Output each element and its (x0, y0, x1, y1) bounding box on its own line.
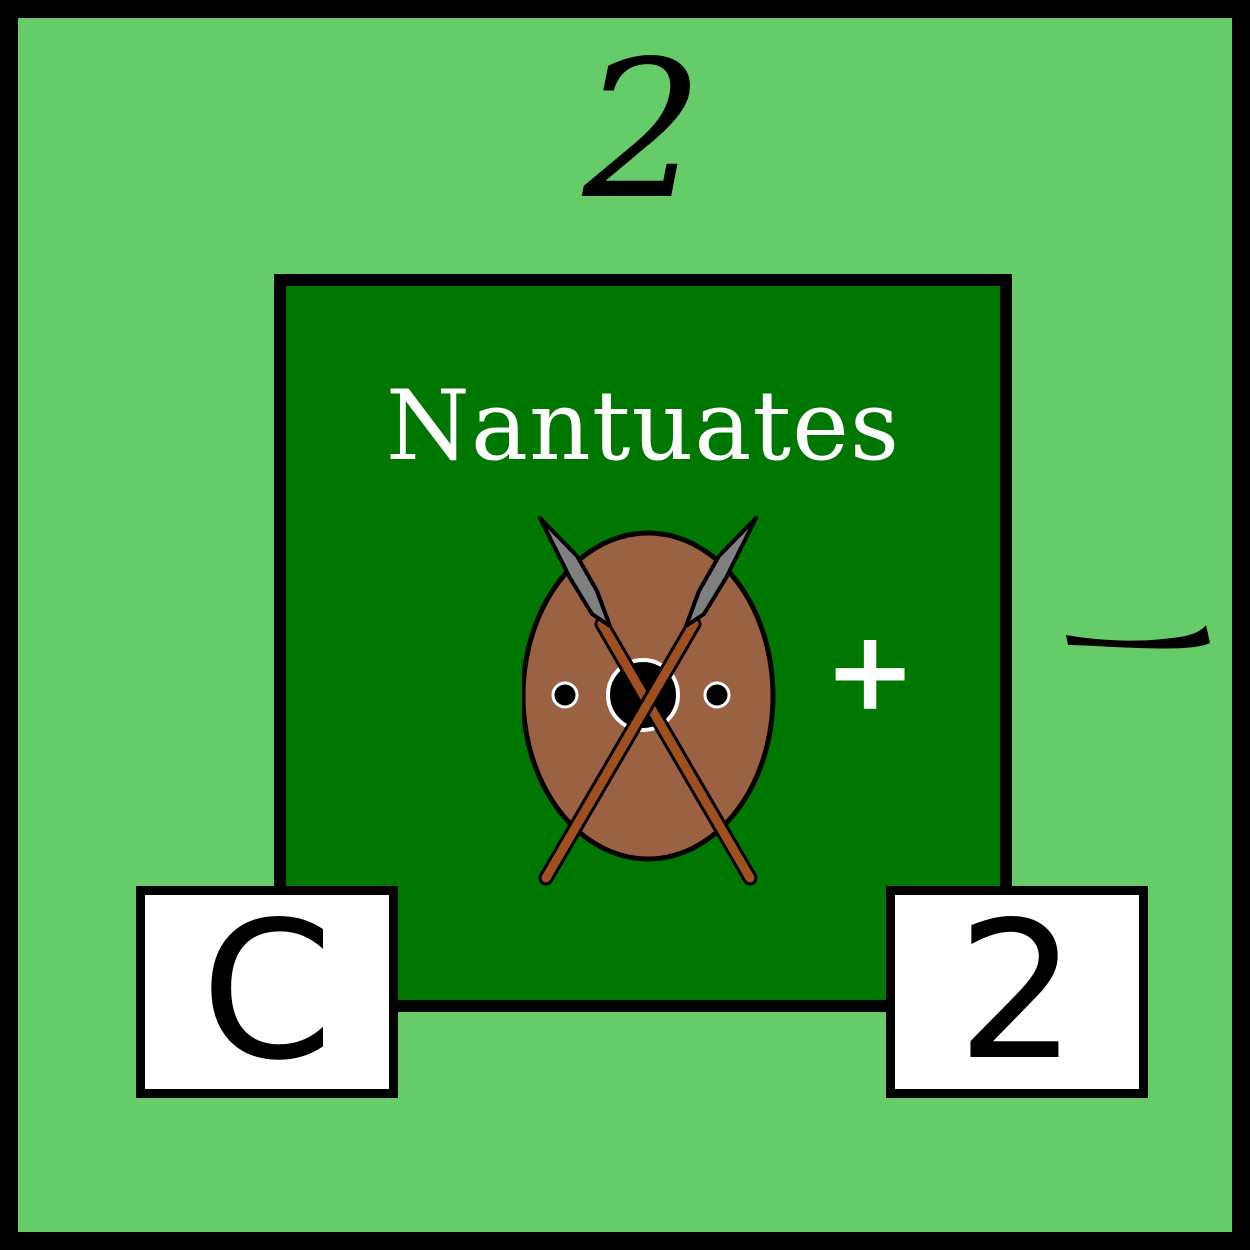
combat-class-box: C (136, 886, 398, 1098)
unit-name: Nantuates (385, 370, 901, 482)
spear-left (538, 516, 758, 886)
top-value: 2 (582, 20, 704, 241)
unit-panel: Nantuates + (274, 274, 1012, 1012)
minus-dash-icon (1066, 625, 1210, 649)
shield-rivet-left (551, 681, 579, 709)
shield-rivet-right (703, 681, 731, 709)
spear-right (538, 516, 758, 886)
shield-crossed-spears-icon (522, 516, 776, 886)
strength-box: 2 (886, 886, 1148, 1098)
modifier-plus: + (824, 606, 917, 735)
